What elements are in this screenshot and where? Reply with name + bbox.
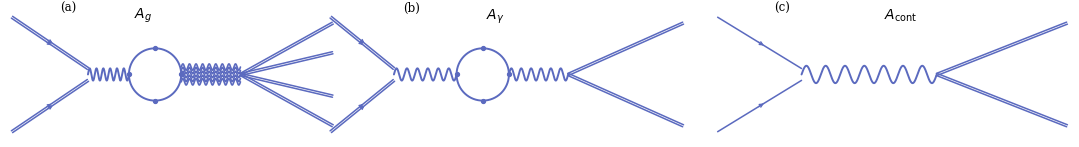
Text: $A_g$: $A_g$	[134, 6, 152, 25]
Text: $A_\gamma$: $A_\gamma$	[487, 7, 505, 26]
Text: (a): (a)	[60, 2, 77, 15]
Text: (c): (c)	[774, 2, 790, 15]
Text: (b): (b)	[404, 2, 420, 15]
Text: $A_\mathrm{cont}$: $A_\mathrm{cont}$	[884, 7, 917, 24]
